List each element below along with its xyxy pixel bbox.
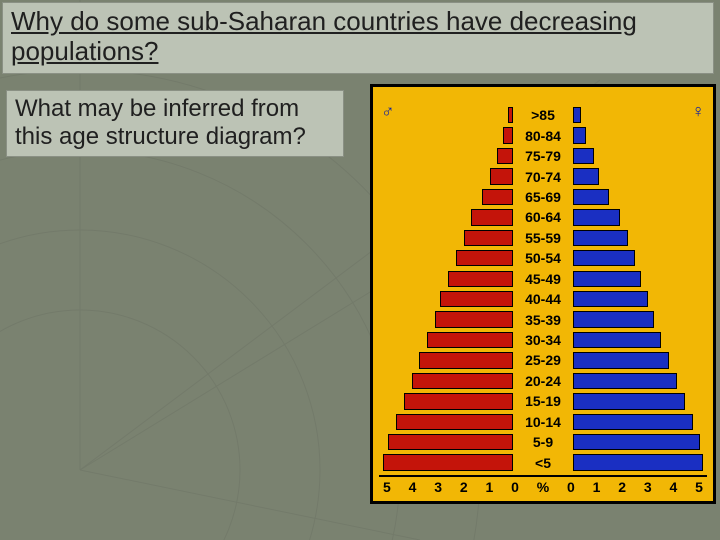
male-bar: [435, 311, 513, 327]
age-group-label: 50-54: [514, 250, 572, 266]
age-group-label: 40-44: [514, 291, 572, 307]
male-bar: [419, 352, 513, 368]
male-bar: [440, 291, 513, 307]
x-tick-label: 0: [567, 479, 575, 495]
pyramid-row: 45-49: [379, 269, 707, 289]
x-tick-label: 3: [434, 479, 442, 495]
pyramid-row: >85: [379, 105, 707, 125]
male-bar: [503, 127, 513, 143]
female-bar: [573, 148, 594, 164]
x-axis: 5 4 3 2 1 0% 0 1 2 3 4 5: [379, 475, 707, 497]
pyramid-row: 75-79: [379, 146, 707, 166]
age-group-label: >85: [514, 107, 572, 123]
age-group-label: 55-59: [514, 230, 572, 246]
chart-area: ♂ ♀ >8580-8475-7970-7465-6960-6455-5950-…: [379, 103, 707, 473]
x-tick-label: 1: [486, 479, 494, 495]
age-group-label: 30-34: [514, 332, 572, 348]
age-group-label: 70-74: [514, 169, 572, 185]
male-bar: [404, 393, 513, 409]
pyramid-plot-area: ♂ ♀ >8580-8475-7970-7465-6960-6455-5950-…: [373, 87, 713, 501]
female-bar: [573, 352, 669, 368]
age-group-label: 5-9: [514, 434, 572, 450]
slide-title: Why do some sub-Saharan countries have d…: [11, 7, 705, 67]
female-bar: [573, 311, 654, 327]
female-bar: [573, 127, 586, 143]
male-bar: [508, 107, 513, 123]
pyramid-row: <5: [379, 452, 707, 472]
male-bar: [412, 373, 513, 389]
x-tick-label: 2: [460, 479, 468, 495]
pyramid-row: 60-64: [379, 207, 707, 227]
x-tick-label: 5: [383, 479, 391, 495]
male-bar: [490, 168, 513, 184]
pyramid-row: 30-34: [379, 330, 707, 350]
age-group-label: 10-14: [514, 414, 572, 430]
female-bar: [573, 230, 628, 246]
age-group-label: 35-39: [514, 312, 572, 328]
title-box: Why do some sub-Saharan countries have d…: [2, 2, 714, 74]
x-tick-label: 1: [593, 479, 601, 495]
female-bar: [573, 332, 661, 348]
population-pyramid: ♂ ♀ >8580-8475-7970-7465-6960-6455-5950-…: [370, 84, 716, 504]
male-bar: [383, 454, 513, 470]
female-bar: [573, 189, 609, 205]
x-tick-label: 5: [695, 479, 703, 495]
age-group-label: 60-64: [514, 209, 572, 225]
female-bar: [573, 107, 581, 123]
age-group-label: 65-69: [514, 189, 572, 205]
female-bar: [573, 271, 641, 287]
pyramid-rows: >85 80-84 75-79 70-74 65-69 60-64 55-59 50-54 45…: [379, 105, 707, 473]
male-bar: [482, 189, 513, 205]
female-bar: [573, 414, 693, 430]
pyramid-row: 70-74: [379, 166, 707, 186]
age-group-label: 25-29: [514, 352, 572, 368]
pyramid-row: 80-84: [379, 125, 707, 145]
female-bar: [573, 393, 685, 409]
age-group-label: 45-49: [514, 271, 572, 287]
x-tick-label: 4: [670, 479, 678, 495]
male-bar: [497, 148, 513, 164]
female-bar: [573, 434, 700, 450]
x-tick-label: 4: [409, 479, 417, 495]
age-group-label: <5: [514, 455, 572, 471]
female-bar: [573, 209, 620, 225]
pyramid-row: 5-9: [379, 432, 707, 452]
age-group-label: 20-24: [514, 373, 572, 389]
pyramid-row: 40-44: [379, 289, 707, 309]
x-tick-label: 0: [511, 479, 519, 495]
age-group-label: 80-84: [514, 128, 572, 144]
pyramid-row: 25-29: [379, 350, 707, 370]
male-bar: [456, 250, 513, 266]
x-tick-label: 2: [618, 479, 626, 495]
male-bar: [471, 209, 513, 225]
pyramid-row: 35-39: [379, 309, 707, 329]
pyramid-row: 50-54: [379, 248, 707, 268]
male-bar: [396, 414, 513, 430]
female-bar: [573, 291, 648, 307]
x-tick-label: 3: [644, 479, 652, 495]
slide-question: What may be inferred from this age struc…: [15, 95, 335, 150]
pyramid-row: 15-19: [379, 391, 707, 411]
pyramid-row: 20-24: [379, 371, 707, 391]
question-box: What may be inferred from this age struc…: [6, 90, 344, 157]
x-axis-labels: 5 4 3 2 1 0% 0 1 2 3 4 5: [379, 479, 707, 495]
x-tick-label: %: [537, 479, 549, 495]
age-group-label: 75-79: [514, 148, 572, 164]
male-bar: [427, 332, 513, 348]
female-bar: [573, 168, 599, 184]
female-bar: [573, 250, 635, 266]
age-group-label: 15-19: [514, 393, 572, 409]
pyramid-row: 10-14: [379, 412, 707, 432]
female-bar: [573, 454, 703, 470]
male-bar: [464, 230, 513, 246]
pyramid-row: 55-59: [379, 228, 707, 248]
female-bar: [573, 373, 677, 389]
pyramid-row: 65-69: [379, 187, 707, 207]
male-bar: [388, 434, 513, 450]
male-bar: [448, 271, 513, 287]
